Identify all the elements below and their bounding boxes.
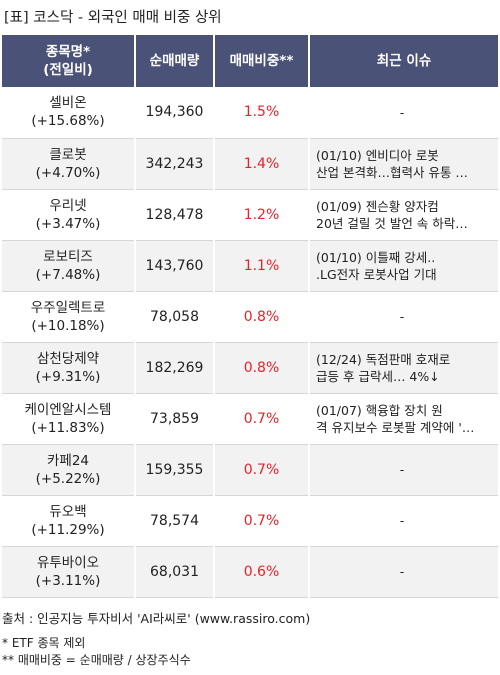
issue-line-1: (01/10) 엔비디아 로봇 [316,147,439,163]
ratio-definition-note: ** 매매비중 = 순매매량 / 상장주식수 [2,653,191,667]
trade-ratio: 1.4% [214,138,310,190]
net-volume: 194,360 [135,87,215,139]
stock-name-cell: 카페24 (+5.22%) [2,444,136,496]
stock-name-cell: 로보티즈 (+7.48%) [2,240,136,292]
recent-issue: (01/10) 엔비디아 로봇 산업 본격화…협력사 유통 … [309,138,498,190]
trade-ratio: 1.1% [214,240,310,292]
header-name: 종목명* (전일비) [2,35,136,87]
issue-line-1: (01/10) 이틀째 강세.. [316,249,436,265]
stock-name-cell: 듀오백 (+11.29%) [2,495,136,547]
stock-change: (+11.29%) [31,521,105,538]
recent-issue: - [309,444,498,496]
stock-name-cell: 삼천당제약 (+9.31%) [2,342,136,394]
issue-line-1: (01/09) 젠슨황 양자컴 [316,198,439,214]
stock-name: 카페24 [46,452,90,469]
recent-issue: (01/09) 젠슨황 양자컴 20년 걸릴 것 발언 속 하락… [309,189,498,241]
trade-ratio: 0.7% [214,495,310,547]
header-name-line2: (전일비) [43,62,93,78]
stock-change: (+11.83%) [31,419,105,436]
recent-issue: (01/10) 이틀째 강세.. .LG전자 로봇사업 기대 [309,240,498,292]
stock-name: 우주일렉트로 [30,299,106,316]
stock-name-cell: 클로봇 (+4.70%) [2,138,136,190]
recent-issue: - [309,546,498,598]
etf-exclusion-note: * ETF 종목 제외 [2,636,86,650]
table-body: 셀비온 (+15.68%) 194,360 1.5% - 클로봇 (+4.70%) 342,2… [2,87,498,598]
issue-line-2: 20년 걸릴 것 발언 속 하락… [316,215,468,231]
net-volume: 78,574 [135,495,215,547]
table-row: 클로봇 (+4.70%) 342,243 1.4% (01/10) 엔비디아 로봇 산업 … [2,138,498,190]
stock-name-cell: 유투바이오 (+3.11%) [2,546,136,598]
stock-name-cell: 셀비온 (+15.68%) [2,87,136,139]
footer: 출처 : 인공지능 투자비서 'AI라씨로' (www.rassiro.com)… [2,609,498,669]
net-volume: 182,269 [135,342,215,394]
trade-ratio: 1.2% [214,189,310,241]
trade-ratio: 0.7% [214,444,310,496]
issue-line-1: - [399,462,405,477]
trade-ratio: 1.5% [214,87,310,139]
stock-name: 듀오백 [49,503,87,520]
stock-change: (+4.70%) [35,164,101,181]
recent-issue: - [309,495,498,547]
recent-issue: - [309,291,498,343]
stock-change: (+3.47%) [35,215,101,232]
net-volume: 78,058 [135,291,215,343]
source-note: 출처 : 인공지능 투자비서 'AI라씨로' (www.rassiro.com) [2,611,311,626]
stock-change: (+3.11%) [35,572,101,589]
table-row: 우리넷 (+3.47%) 128,478 1.2% (01/09) 젠슨황 양자컴 20년… [2,189,498,241]
stock-name: 삼천당제약 [36,350,100,367]
header-volume: 순매매량 [135,35,215,87]
table-header-row: 종목명* (전일비) 순매매량 매매비중** 최근 이슈 [2,35,498,87]
stock-change: (+10.18%) [31,317,105,334]
stock-name-cell: 케이엔알시스템 (+11.83%) [2,393,136,445]
issue-line-1: - [399,309,405,324]
recent-issue: (12/24) 독점판매 호재로 급등 후 급락세… 4%↓ [309,342,498,394]
stock-change: (+9.31%) [35,368,101,385]
net-volume: 159,355 [135,444,215,496]
trade-ratio: 0.7% [214,393,310,445]
net-volume: 342,243 [135,138,215,190]
net-volume: 68,031 [135,546,215,598]
trade-ratio: 0.8% [214,291,310,343]
table-title: [표] 코스닥 - 외국인 매매 비중 상위 [4,10,222,26]
foreign-trading-table: 종목명* (전일비) 순매매량 매매비중** 최근 이슈 셀비온 (+15.68%… [2,35,498,598]
table-row: 로보티즈 (+7.48%) 143,760 1.1% (01/10) 이틀째 강세...… [2,240,498,292]
stock-name: 로보티즈 [43,248,93,265]
issue-line-2: 산업 본격화…협력사 유통 … [316,164,468,180]
table-row: 셀비온 (+15.68%) 194,360 1.5% - [2,87,498,139]
issue-line-1: - [399,104,405,120]
stock-name-cell: 우리넷 (+3.47%) [2,189,136,241]
header-issue: 최근 이슈 [309,35,498,87]
trade-ratio: 0.6% [214,546,310,598]
stock-name-cell: 우주일렉트로 (+10.18%) [2,291,136,343]
issue-line-1: (12/24) 독점판매 호재로 [316,351,451,367]
table-row: 우주일렉트로 (+10.18%) 78,058 0.8% - [2,291,498,343]
issue-line-2: .LG전자 로봇사업 기대 [316,266,437,282]
trade-ratio: 0.8% [214,342,310,394]
stock-change: (+7.48%) [35,266,101,283]
stock-name: 셀비온 [49,95,87,112]
net-volume: 143,760 [135,240,215,292]
stock-name: 케이엔알시스템 [24,401,112,418]
net-volume: 73,859 [135,393,215,445]
table-row: 유투바이오 (+3.11%) 68,031 0.6% - [2,546,498,598]
table-row: 카페24 (+5.22%) 159,355 0.7% - [2,444,498,496]
issue-line-2: 격 유지보수 로봇팔 계약에 '… [316,419,475,435]
recent-issue: - [309,87,498,139]
table-row: 케이엔알시스템 (+11.83%) 73,859 0.7% (01/07) 핵융합 장치… [2,393,498,445]
table-row: 듀오백 (+11.29%) 78,574 0.7% - [2,495,498,547]
issue-line-2: 급등 후 급락세… 4%↓ [316,368,440,384]
table-row: 삼천당제약 (+9.31%) 182,269 0.8% (12/24) 독점판매 호재로… [2,342,498,394]
issue-line-1: - [399,564,405,579]
stock-change: (+15.68%) [31,113,105,130]
stock-name: 클로봇 [49,146,87,163]
header-name-line1: 종목명* [45,44,91,60]
issue-line-1: - [399,513,405,528]
issue-line-1: (01/07) 핵융합 장치 원 [316,402,443,418]
net-volume: 128,478 [135,189,215,241]
stock-name: 우리넷 [49,197,87,214]
header-ratio: 매매비중** [214,35,310,87]
stock-change: (+5.22%) [35,470,101,487]
stock-name: 유투바이오 [36,554,100,571]
